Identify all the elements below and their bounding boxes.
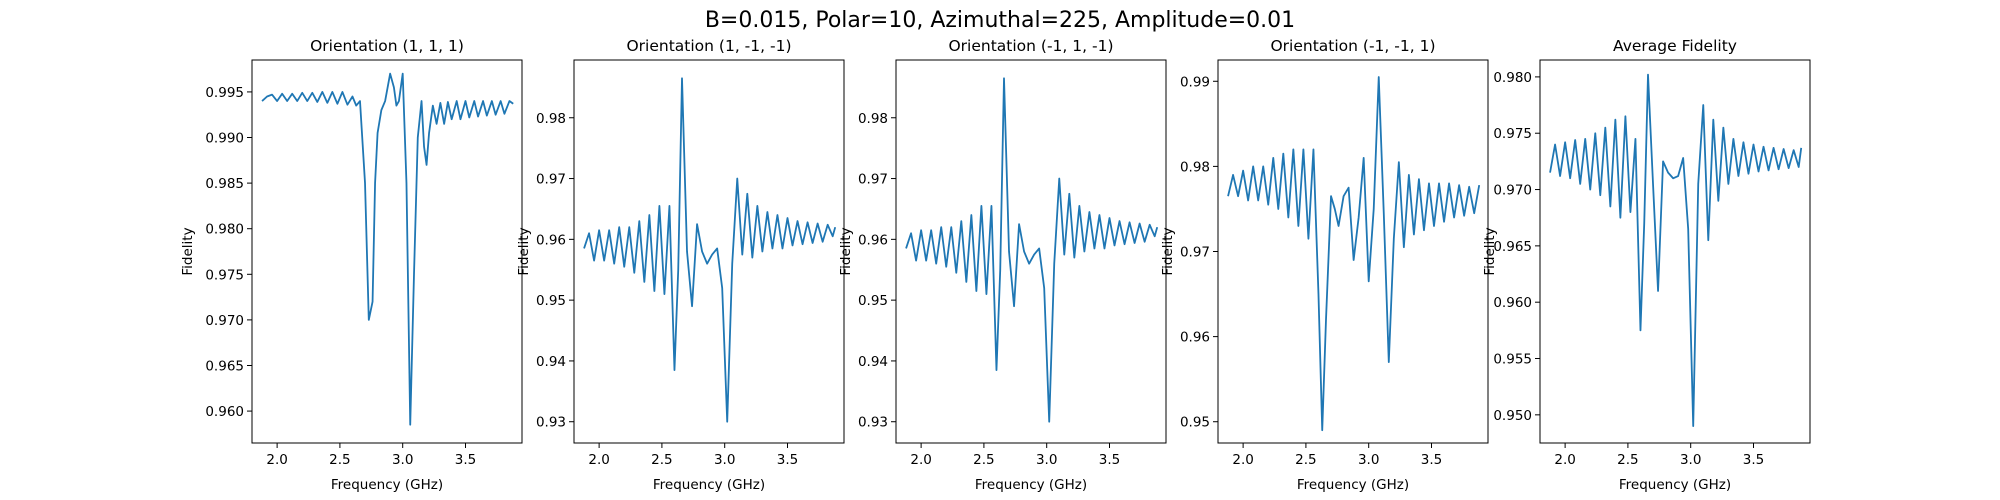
series-line-1 [1227, 76, 1481, 432]
x-tick-label: 3.0 [1036, 452, 1057, 468]
x-tick-label: 3.0 [1680, 452, 1701, 468]
y-tick-label: 0.94 [858, 354, 888, 370]
y-axis-label: Fidelity [1160, 227, 1176, 275]
x-tick-label: 3.5 [1743, 452, 1764, 468]
figure-suptitle: B=0.015, Polar=10, Azimuthal=225, Amplit… [705, 8, 1295, 33]
series-line-1 [583, 77, 837, 423]
y-tick-label: 0.995 [205, 85, 244, 101]
subplot-4: Orientation (-1, -1, 1) 2.0 2.5 3.0 3.5 0.95 0… [1160, 37, 1489, 493]
y-axis-label: Fidelity [516, 227, 532, 275]
x-axis-label: Frequency (GHz) [1619, 477, 1731, 493]
y-axis-label: Fidelity [180, 227, 196, 275]
y-tick-label: 0.975 [205, 267, 244, 283]
y-tick-label: 0.960 [205, 404, 244, 420]
x-axis-label: Frequency (GHz) [1297, 477, 1409, 493]
x-tick-label: 2.5 [1617, 452, 1638, 468]
subplot-title: Orientation (1, -1, -1) [626, 37, 791, 55]
x-tick-label: 3.5 [1099, 452, 1120, 468]
y-tick-label: 0.96 [536, 232, 566, 248]
x-tick-label: 2.0 [266, 452, 287, 468]
subplot-title: Orientation (1, 1, 1) [310, 37, 464, 55]
y-tick-label: 0.965 [1493, 239, 1532, 255]
y-tick-label: 0.96 [1180, 330, 1210, 346]
y-tick-label: 0.955 [1493, 352, 1532, 368]
subplot-title: Orientation (-1, -1, 1) [1270, 37, 1435, 55]
x-tick-label: 3.5 [777, 452, 798, 468]
y-tick-label: 0.98 [536, 111, 566, 127]
x-tick-label: 2.5 [973, 452, 994, 468]
y-tick-label: 0.95 [858, 293, 888, 309]
y-tick-label: 0.980 [1493, 70, 1532, 86]
y-tick-label: 0.99 [1180, 74, 1210, 90]
x-tick-label: 2.0 [910, 452, 931, 468]
y-tick-label: 0.990 [205, 131, 244, 147]
series-line-1 [1549, 73, 1803, 427]
y-tick-label: 0.950 [1493, 408, 1532, 424]
x-tick-label: 2.0 [588, 452, 609, 468]
axes-frame [573, 59, 845, 444]
x-tick-label: 3.0 [1358, 452, 1379, 468]
y-tick-label: 0.97 [536, 172, 566, 188]
subplot-5: Average Fidelity 2.0 2.5 3.0 3.5 0.950 0.955 0.… [1482, 37, 1811, 493]
y-tick-label: 0.93 [536, 415, 566, 431]
x-tick-label: 2.5 [329, 452, 350, 468]
y-tick-label: 0.965 [205, 358, 244, 374]
y-tick-label: 0.95 [536, 293, 566, 309]
y-tick-label: 0.97 [858, 172, 888, 188]
y-axis-label: Fidelity [838, 227, 854, 275]
y-tick-label: 0.95 [1180, 415, 1210, 431]
subplot-title: Orientation (-1, 1, -1) [948, 37, 1113, 55]
y-tick-label: 0.97 [1180, 245, 1210, 261]
subplot-title: Average Fidelity [1613, 37, 1737, 55]
subplot-grid: Orientation (1, 1, 1) 2.0 2.5 3.0 3.5 0.960 0.… [180, 37, 1811, 493]
subplot-1: Orientation (1, 1, 1) 2.0 2.5 3.0 3.5 0.960 0.… [180, 37, 523, 493]
x-tick-label: 2.5 [1295, 452, 1316, 468]
y-tick-label: 0.93 [858, 415, 888, 431]
x-tick-label: 3.0 [392, 452, 413, 468]
y-tick-label: 0.975 [1493, 126, 1532, 142]
x-axis-label: Frequency (GHz) [975, 477, 1087, 493]
x-tick-label: 2.0 [1554, 452, 1575, 468]
y-tick-label: 0.985 [205, 176, 244, 192]
x-axis-label: Frequency (GHz) [653, 477, 765, 493]
y-tick-label: 0.96 [858, 232, 888, 248]
axes-frame [251, 59, 523, 444]
y-tick-label: 0.960 [1493, 295, 1532, 311]
series-line-1 [905, 77, 1159, 423]
x-tick-label: 3.0 [714, 452, 735, 468]
x-axis-label: Frequency (GHz) [331, 477, 443, 493]
subplot-3: Orientation (-1, 1, -1) 2.0 2.5 3.0 3.5 0.93 0… [838, 37, 1167, 493]
subplot-2: Orientation (1, -1, -1) 2.0 2.5 3.0 3.5 0.93 0… [516, 37, 845, 493]
axes-frame [1539, 59, 1811, 444]
axes-frame [895, 59, 1167, 444]
x-tick-label: 3.5 [455, 452, 476, 468]
y-tick-label: 0.98 [1180, 159, 1210, 175]
x-tick-label: 2.0 [1232, 452, 1253, 468]
y-tick-label: 0.970 [205, 313, 244, 329]
y-tick-label: 0.970 [1493, 183, 1532, 199]
x-tick-label: 2.5 [651, 452, 672, 468]
series-line-1 [261, 72, 514, 426]
y-axis-label: Fidelity [1482, 227, 1498, 275]
x-tick-label: 3.5 [1421, 452, 1442, 468]
y-tick-label: 0.980 [205, 222, 244, 238]
y-tick-label: 0.94 [536, 354, 566, 370]
y-tick-label: 0.98 [858, 111, 888, 127]
